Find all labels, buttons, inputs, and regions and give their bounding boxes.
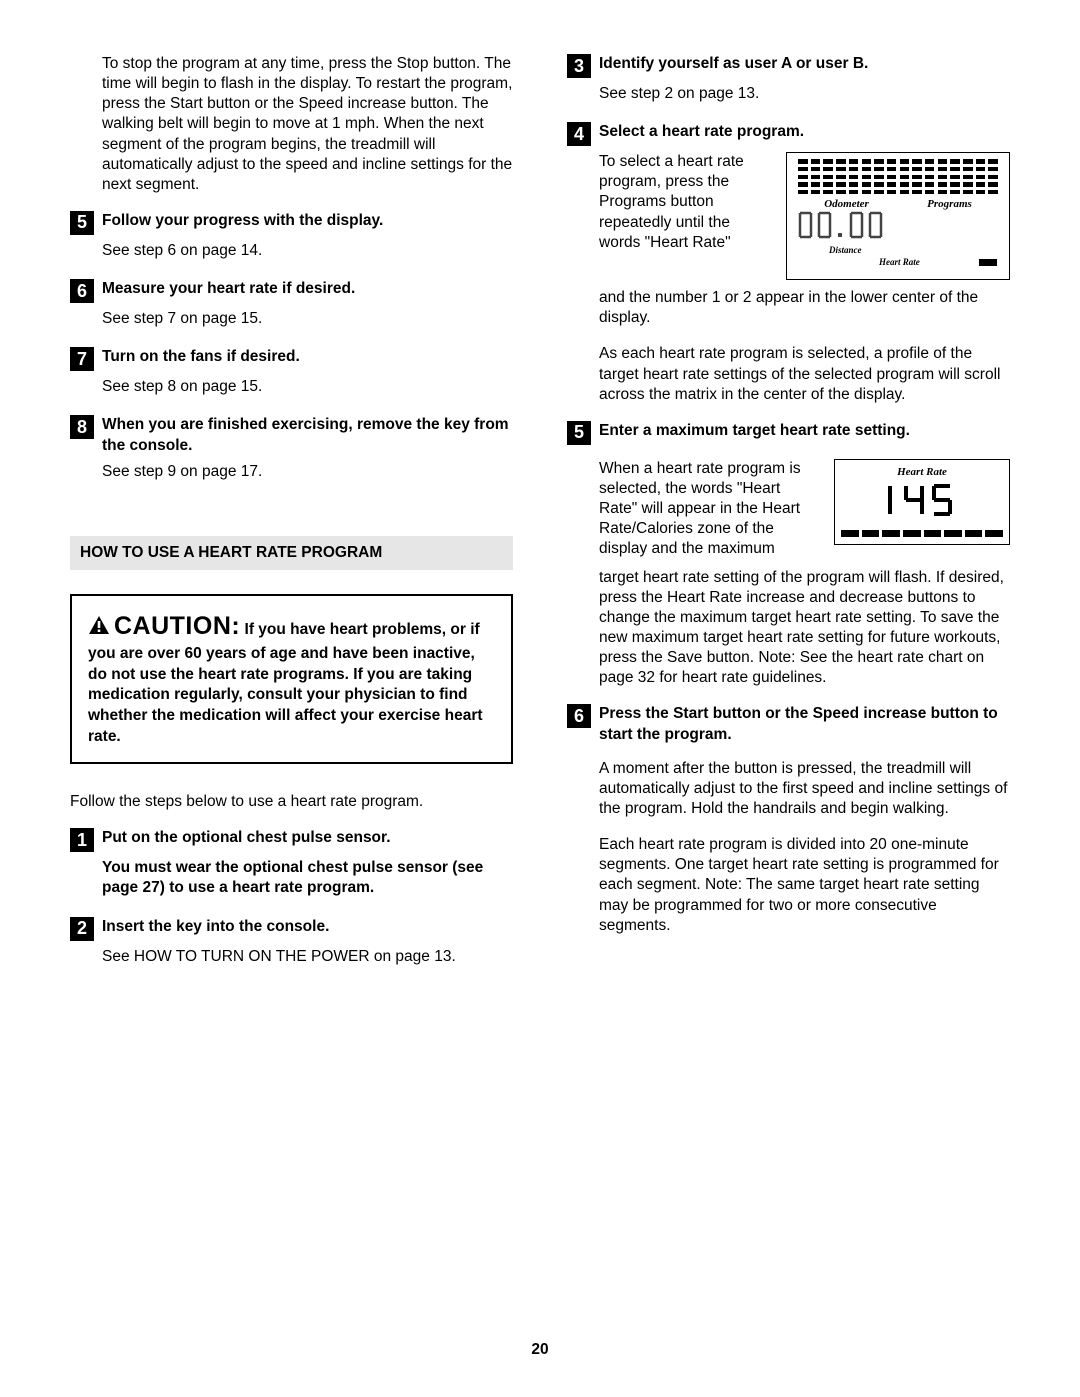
hr-step-1: 1 Put on the optional chest pulse sensor…	[70, 828, 513, 852]
intro-paragraph: To stop the program at any time, press t…	[102, 54, 513, 195]
distance-label: Distance	[829, 245, 1001, 255]
manual-page: To stop the program at any time, press t…	[0, 0, 1080, 1025]
step4-wrap-text: To select a heart rate program, press th…	[599, 152, 772, 280]
step-number: 5	[70, 211, 94, 235]
step4-para2: As each heart rate program is selected, …	[599, 344, 1010, 404]
step-text: See step 2 on page 13.	[599, 84, 1010, 104]
heart-rate-label: Heart Rate	[879, 257, 920, 267]
step-title: When you are finished exercising, remove…	[102, 415, 513, 455]
step-title: Follow your progress with the display.	[102, 211, 513, 231]
right-column: 3 Identify yourself as user A or user B.…	[567, 54, 1010, 985]
seven-segment-value	[797, 210, 1001, 245]
follow-steps: Follow the steps below to use a heart ra…	[70, 792, 513, 812]
step-title: Insert the key into the console.	[102, 917, 513, 937]
step-number: 1	[70, 828, 94, 852]
display-panel-2: Heart Rate	[834, 459, 1010, 545]
hr-step-6: 6 Press the Start button or the Speed in…	[567, 704, 1010, 744]
display-panel-1: Odometer Programs Distance Heart Rate	[786, 152, 1010, 280]
step-number: 7	[70, 347, 94, 371]
section-header: HOW TO USE A HEART RATE PROGRAM	[70, 536, 513, 570]
heart-rate-value	[841, 482, 1003, 524]
step-number: 4	[567, 122, 591, 146]
step5-wrap: When a heart rate program is selected, t…	[599, 459, 1010, 560]
step-title: Press the Start button or the Speed incr…	[599, 704, 1010, 744]
hr-step-4: 4 Select a heart rate program.	[567, 122, 1010, 146]
programs-label: Programs	[927, 198, 972, 210]
step-7: 7 Turn on the fans if desired.	[70, 347, 513, 371]
step-title: Enter a maximum target heart rate settin…	[599, 421, 1010, 441]
step-title: Turn on the fans if desired.	[102, 347, 513, 367]
odometer-label: Odometer	[824, 198, 869, 210]
step-number: 6	[567, 704, 591, 728]
step-text: See HOW TO TURN ON THE POWER on page 13.	[102, 947, 513, 967]
step6-text1: A moment after the button is pressed, th…	[599, 759, 1010, 819]
page-number: 20	[0, 1341, 1080, 1359]
step-8: 8 When you are finished exercising, remo…	[70, 415, 513, 455]
hr-label-row: Heart Rate	[795, 257, 1001, 267]
step-text: See step 8 on page 15.	[102, 377, 513, 397]
hr-bar-icon	[979, 259, 997, 266]
step-title: Put on the optional chest pulse sensor.	[102, 828, 513, 848]
step4-wrap: To select a heart rate program, press th…	[599, 152, 1010, 280]
step-5: 5 Follow your progress with the display.	[70, 211, 513, 235]
hr-step-5: 5 Enter a maximum target heart rate sett…	[567, 421, 1010, 445]
hr-step-2: 2 Insert the key into the console.	[70, 917, 513, 941]
step-number: 2	[70, 917, 94, 941]
step-number: 5	[567, 421, 591, 445]
caution-box: CAUTION: If you have heart problems, or …	[70, 594, 513, 764]
step6-text2: Each heart rate program is divided into …	[599, 835, 1010, 936]
step-text: You must wear the optional chest pulse s…	[102, 858, 513, 898]
heart-rate-title: Heart Rate	[841, 466, 1003, 478]
step-text: See step 9 on page 17.	[102, 462, 513, 482]
step5-wrap-text: When a heart rate program is selected, t…	[599, 459, 820, 560]
step-title: Select a heart rate program.	[599, 122, 1010, 142]
step-title: Identify yourself as user A or user B.	[599, 54, 1010, 74]
step5-after: target heart rate setting of the program…	[599, 568, 1010, 689]
step-number: 3	[567, 54, 591, 78]
step-6: 6 Measure your heart rate if desired.	[70, 279, 513, 303]
display-labels: Odometer Programs	[795, 198, 1001, 210]
step-title: Measure your heart rate if desired.	[102, 279, 513, 299]
step4-after: and the number 1 or 2 appear in the lowe…	[599, 288, 1010, 328]
matrix-display	[795, 159, 1001, 194]
step-text: See step 6 on page 14.	[102, 241, 513, 261]
caution-word: CAUTION:	[114, 612, 240, 640]
caution-text: CAUTION: If you have heart problems, or …	[88, 610, 495, 748]
step-number: 6	[70, 279, 94, 303]
step-number: 8	[70, 415, 94, 439]
hr-step-3: 3 Identify yourself as user A or user B.	[567, 54, 1010, 78]
step-text: See step 7 on page 15.	[102, 309, 513, 329]
bottom-cells	[841, 530, 1003, 537]
left-column: To stop the program at any time, press t…	[70, 54, 513, 985]
warning-icon	[88, 615, 110, 642]
